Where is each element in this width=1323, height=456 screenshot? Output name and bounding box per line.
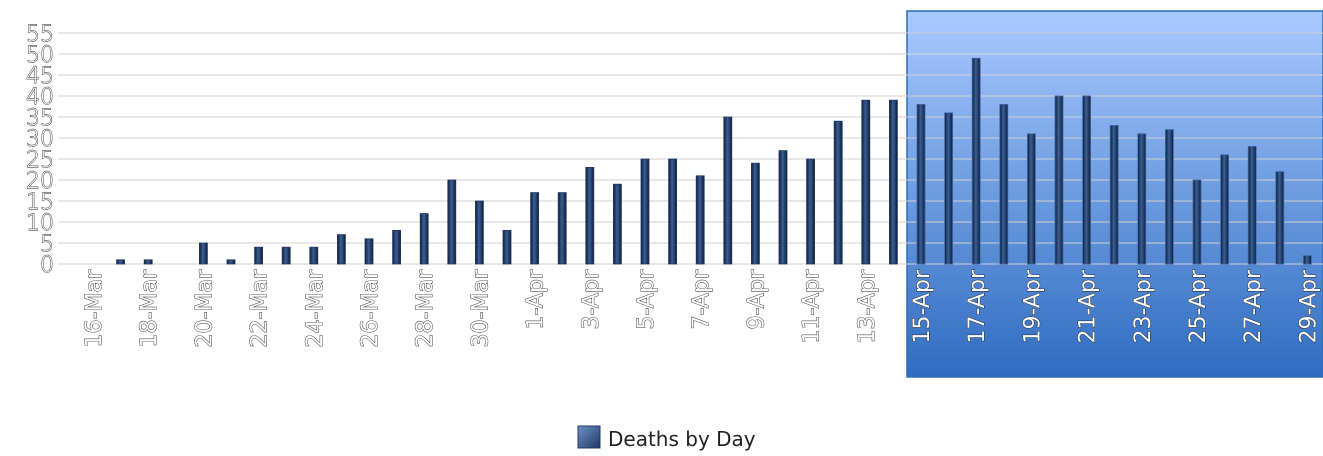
x-tick-label: 23-Apr <box>1131 269 1156 343</box>
bar-21-Apr <box>1082 95 1091 265</box>
x-tick-label: 28-Mar <box>413 269 438 347</box>
x-tick-label: 18-Mar <box>137 269 162 347</box>
x-tick-label: 9-Apr <box>744 269 769 329</box>
x-tick-label: 20-Mar <box>192 269 217 347</box>
legend: Deaths by Day <box>577 425 756 451</box>
bar-6-Apr <box>668 158 677 265</box>
x-tick-label: 24-Mar <box>303 269 328 347</box>
bar-11-Apr <box>806 158 815 265</box>
x-tick-label: 27-Apr <box>1241 269 1266 343</box>
x-tick-label: 26-Mar <box>358 269 383 347</box>
bar-10-Apr <box>778 150 788 265</box>
y-tick-label: 30 <box>26 127 54 152</box>
x-tick-label: 29-Apr <box>1296 269 1321 343</box>
y-tick-label: 15 <box>26 190 54 215</box>
x-tick-label: 22-Mar <box>248 269 273 347</box>
y-tick-label: 50 <box>26 43 54 68</box>
bar-5-Apr <box>640 158 650 265</box>
bar-20-Apr <box>1054 95 1064 265</box>
bar-28-Mar <box>419 213 429 265</box>
x-tick-label: 11-Apr <box>800 269 825 343</box>
bar-20-Mar <box>198 242 208 265</box>
y-tick-label: 10 <box>26 211 54 236</box>
y-tick-label: 0 <box>40 253 54 278</box>
bar-18-Mar <box>143 259 153 265</box>
x-tick-label: 5-Apr <box>634 269 659 329</box>
x-tick-label: 19-Apr <box>1020 269 1045 343</box>
bar-24-Apr <box>1165 129 1174 265</box>
bar-26-Apr <box>1220 154 1229 265</box>
bar-23-Mar <box>281 246 291 265</box>
legend-label: Deaths by Day <box>608 427 756 451</box>
bar-17-Mar <box>116 259 125 265</box>
bar-12-Apr <box>833 120 843 265</box>
bar-13-Apr <box>861 99 871 265</box>
x-tick-label: 21-Apr <box>1076 269 1101 343</box>
bar-22-Apr <box>1109 125 1119 265</box>
bar-4-Apr <box>613 183 622 265</box>
x-tick-label: 16-Mar <box>82 269 107 347</box>
bar-30-Mar <box>474 200 484 265</box>
bar-1-Apr <box>530 192 539 265</box>
bar-24-Mar <box>309 246 319 265</box>
bar-3-Apr <box>585 166 595 265</box>
bar-26-Mar <box>364 238 374 265</box>
bar-9-Apr <box>751 162 760 265</box>
y-tick-label: 25 <box>26 148 54 173</box>
bar-23-Apr <box>1137 133 1147 265</box>
y-tick-label: 20 <box>26 169 54 194</box>
bar-21-Mar <box>226 259 236 265</box>
x-axis-ticks: 16-Mar 18-Mar 20-Mar 22-Mar 24-Mar 26-Mar 28-M… <box>82 269 1322 348</box>
bar-17-Apr <box>971 57 981 265</box>
bar-25-Mar <box>336 234 346 265</box>
bar-27-Mar <box>392 229 402 265</box>
bar-29-Mar <box>447 179 457 265</box>
bar-16-Apr <box>944 112 953 265</box>
x-tick-label: 3-Apr <box>579 269 604 329</box>
x-tick-label: 1-Apr <box>524 269 549 329</box>
y-tick-label: 45 <box>26 64 54 89</box>
x-tick-label: 25-Apr <box>1186 269 1211 343</box>
x-tick-label: 17-Apr <box>965 269 990 343</box>
bar-15-Apr <box>916 104 926 265</box>
bar-28-Apr <box>1275 171 1285 265</box>
bar-8-Apr <box>723 116 733 265</box>
x-tick-label: 13-Apr <box>855 269 880 343</box>
legend-swatch <box>577 425 601 449</box>
bar-31-Mar <box>502 229 512 265</box>
bar-22-Mar <box>254 246 264 265</box>
bar-18-Apr <box>999 104 1009 265</box>
y-tick-label: 5 <box>40 232 54 257</box>
bars <box>116 57 1312 265</box>
bar-27-Apr <box>1247 145 1257 265</box>
bar-25-Apr <box>1192 179 1202 265</box>
y-tick-label: 55 <box>26 22 54 47</box>
x-tick-label: 15-Apr <box>910 269 935 343</box>
bar-19-Apr <box>1027 133 1036 265</box>
bar-14-Apr <box>889 99 898 265</box>
y-tick-label: 35 <box>26 106 54 131</box>
x-tick-label: 7-Apr <box>689 269 714 329</box>
x-tick-label: 30-Mar <box>468 269 493 347</box>
bar-7-Apr <box>695 175 705 265</box>
bar-29-Apr <box>1303 255 1312 265</box>
y-tick-label: 40 <box>26 85 54 110</box>
bar-2-Apr <box>557 192 567 265</box>
gridlines <box>58 32 1323 265</box>
